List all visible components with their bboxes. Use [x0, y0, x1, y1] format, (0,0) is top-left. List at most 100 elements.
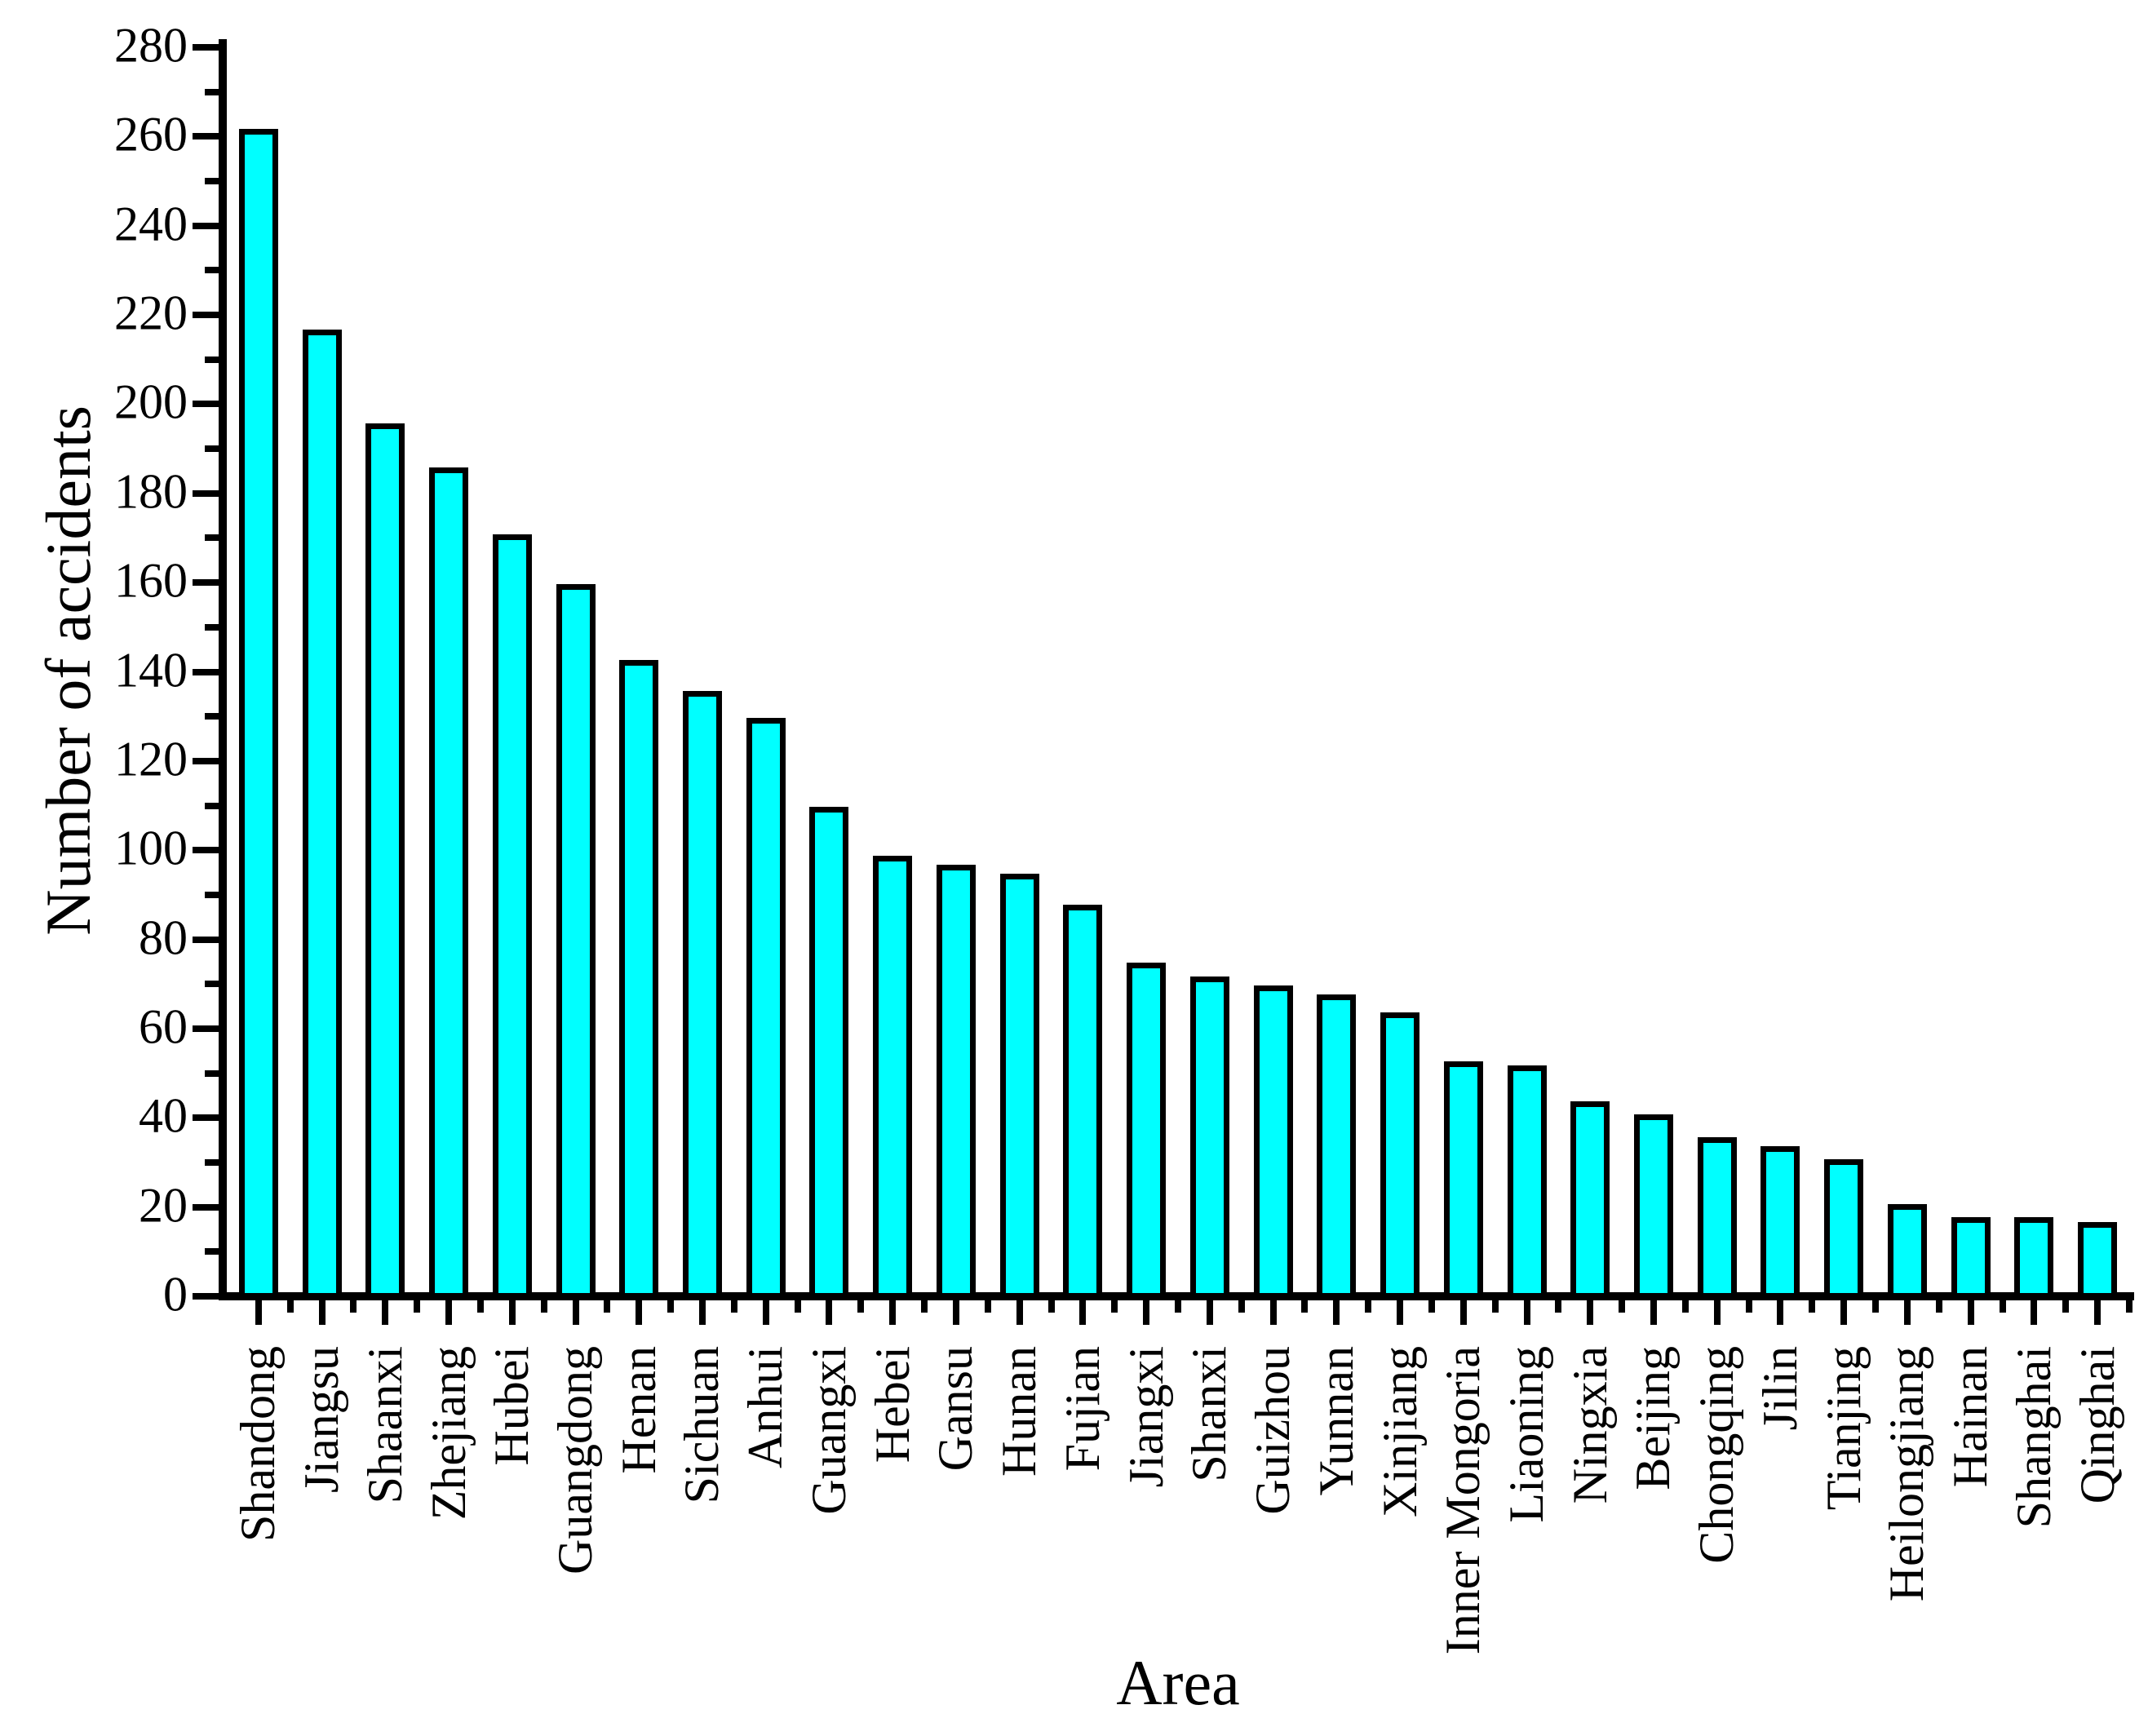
- x-minor-tick: [1301, 1299, 1309, 1313]
- x-minor-tick: [857, 1299, 865, 1313]
- bar: [492, 534, 532, 1299]
- bar: [1634, 1114, 1673, 1299]
- bar: [1253, 985, 1293, 1299]
- y-major-tick: [193, 133, 219, 140]
- y-tick-label: 180: [114, 464, 188, 519]
- x-major-tick: [826, 1299, 833, 1325]
- x-major-tick: [1079, 1299, 1087, 1325]
- x-tick-label: Yunnan: [1309, 1346, 1363, 1496]
- y-tick-label: 220: [114, 286, 188, 340]
- x-minor-tick: [1365, 1299, 1372, 1313]
- x-major-tick: [1143, 1299, 1150, 1325]
- x-major-tick: [1459, 1299, 1467, 1325]
- y-minor-tick: [205, 623, 219, 631]
- y-tick-label: 100: [114, 821, 188, 875]
- y-axis-title: Number of accidents: [33, 405, 104, 936]
- y-tick-label: 200: [114, 375, 188, 430]
- x-minor-tick: [1872, 1299, 1880, 1313]
- bar: [746, 717, 786, 1299]
- bar: [1317, 994, 1357, 1299]
- x-tick-label: Qinghai: [2070, 1346, 2124, 1504]
- x-major-tick: [2094, 1299, 2101, 1325]
- x-tick-label: Jiangsu: [295, 1346, 349, 1493]
- x-minor-tick: [1619, 1299, 1626, 1313]
- y-minor-tick: [205, 267, 219, 274]
- x-minor-tick: [730, 1299, 737, 1313]
- bar: [1063, 905, 1103, 1299]
- x-tick-label: Guangxi: [801, 1346, 856, 1515]
- x-minor-tick: [1555, 1299, 1562, 1313]
- y-major-tick: [193, 579, 219, 587]
- x-minor-tick: [604, 1299, 611, 1313]
- x-major-tick: [1206, 1299, 1213, 1325]
- x-major-tick: [572, 1299, 579, 1325]
- y-tick-label: 40: [139, 1088, 188, 1143]
- bar: [1824, 1158, 1864, 1299]
- x-major-tick: [1840, 1299, 1848, 1325]
- bar: [683, 690, 722, 1299]
- x-minor-tick: [1111, 1299, 1118, 1313]
- bar: [999, 874, 1039, 1299]
- y-minor-tick: [205, 1248, 219, 1256]
- y-major-tick: [193, 936, 219, 943]
- bar: [1189, 976, 1229, 1299]
- x-minor-tick: [540, 1299, 547, 1313]
- y-tick-label: 160: [114, 553, 188, 608]
- x-major-tick: [699, 1299, 706, 1325]
- x-minor-tick: [476, 1299, 484, 1313]
- y-major-tick: [193, 757, 219, 764]
- y-minor-tick: [205, 178, 219, 185]
- x-minor-tick: [1745, 1299, 1752, 1313]
- y-minor-tick: [205, 1070, 219, 1077]
- x-tick-label: Jiangxi: [1118, 1346, 1173, 1488]
- y-major-tick: [193, 847, 219, 854]
- bar: [302, 329, 342, 1299]
- y-tick-label: 260: [114, 107, 188, 162]
- bar: [936, 865, 976, 1299]
- x-tick-label: Gansu: [928, 1346, 983, 1472]
- x-minor-tick: [1999, 1299, 2006, 1313]
- bar: [1951, 1217, 1991, 1299]
- y-major-tick: [193, 1025, 219, 1032]
- y-tick-label: 80: [139, 910, 188, 965]
- x-major-tick: [1269, 1299, 1277, 1325]
- x-minor-tick: [667, 1299, 675, 1313]
- x-tick-label: Hubei: [485, 1346, 539, 1466]
- x-tick-label: Hainan: [1943, 1346, 1998, 1488]
- x-tick-label: Chongqing: [1690, 1346, 1744, 1564]
- x-minor-tick: [794, 1299, 801, 1313]
- x-tick-label: Hebei: [865, 1346, 919, 1464]
- y-major-tick: [193, 1293, 219, 1300]
- x-major-tick: [1713, 1299, 1721, 1325]
- y-major-tick: [193, 1114, 219, 1122]
- x-minor-tick: [2126, 1299, 2132, 1313]
- x-tick-label: Anhui: [738, 1346, 793, 1468]
- x-major-tick: [952, 1299, 959, 1325]
- bar: [2078, 1221, 2118, 1299]
- bar: [1443, 1061, 1483, 1299]
- x-tick-label: Shanxi: [1182, 1346, 1237, 1482]
- bar: [619, 659, 659, 1299]
- x-major-tick: [2031, 1299, 2038, 1325]
- x-major-tick: [382, 1299, 389, 1325]
- bar: [1887, 1203, 1927, 1299]
- x-minor-tick: [2062, 1299, 2070, 1313]
- bar: [429, 467, 469, 1299]
- y-minor-tick: [205, 88, 219, 95]
- y-minor-tick: [205, 713, 219, 720]
- x-tick-label: Beijing: [1626, 1346, 1681, 1490]
- y-major-tick: [193, 401, 219, 408]
- y-major-tick: [193, 489, 219, 497]
- bar: [2014, 1217, 2054, 1299]
- x-tick-label: Guangdong: [548, 1346, 603, 1574]
- x-tick-label: Shaanxi: [357, 1346, 412, 1504]
- y-tick-label: 240: [114, 197, 188, 251]
- x-major-tick: [1523, 1299, 1530, 1325]
- x-major-tick: [1587, 1299, 1594, 1325]
- bar: [1760, 1145, 1800, 1299]
- x-tick-label: Guizhou: [1246, 1346, 1300, 1515]
- bar: [1380, 1012, 1420, 1299]
- y-minor-tick: [205, 981, 219, 988]
- y-minor-tick: [205, 445, 219, 453]
